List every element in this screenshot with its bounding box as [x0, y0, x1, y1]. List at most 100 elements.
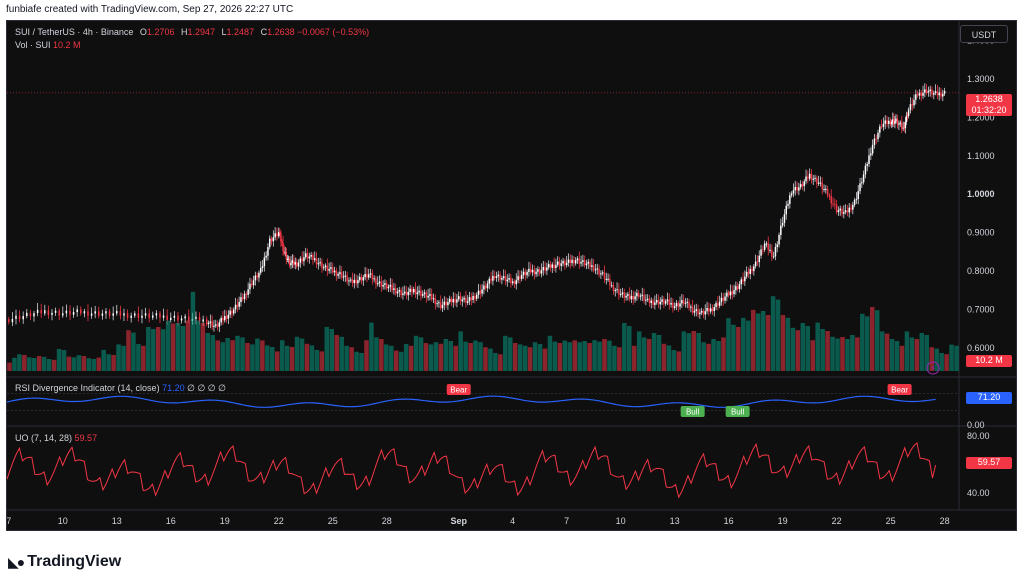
volume-bar: [631, 345, 637, 371]
volume-bar: [517, 344, 523, 371]
candle-body: [654, 302, 656, 305]
candle-body: [284, 252, 286, 254]
candle-body: [587, 261, 590, 264]
volume-bar: [949, 344, 954, 371]
candle-body: [612, 285, 615, 292]
candle-body: [291, 260, 294, 263]
candle-body: [436, 303, 438, 305]
volume-bar: [32, 358, 37, 371]
volume-bar: [845, 339, 850, 371]
volume-bar: [498, 354, 503, 371]
candle-body: [603, 272, 606, 280]
chart-frame[interactable]: 1.40001.30001.20001.10001.00000.90000.80…: [6, 20, 1017, 531]
candle-body: [144, 313, 147, 316]
candle-body: [326, 265, 329, 271]
volume-bar: [155, 327, 161, 371]
candle-body: [47, 310, 50, 315]
candle-body: [825, 188, 827, 190]
candle-body: [173, 315, 176, 318]
volume-bar: [151, 329, 156, 371]
volume-bar: [46, 359, 52, 371]
rsi-signal-badge: [446, 384, 471, 395]
candle-body: [591, 265, 593, 267]
volume-bar: [364, 340, 369, 371]
volume-bar: [170, 323, 176, 371]
candle-body: [337, 274, 339, 276]
candle-body: [276, 233, 278, 237]
volume-bar: [889, 339, 895, 371]
candle-body: [717, 303, 719, 306]
candle-body: [195, 316, 197, 319]
volume-tag: 10.2 M: [966, 355, 1012, 367]
candle-body: [344, 275, 347, 277]
candle-body: [340, 272, 343, 278]
candle-body: [225, 315, 228, 319]
volume-bar: [359, 353, 364, 371]
volume-bar: [205, 333, 211, 371]
candle-body: [522, 271, 525, 275]
candle-body: [330, 267, 332, 269]
volume-bar: [453, 345, 458, 371]
candle-body: [342, 276, 345, 278]
candle-body: [901, 122, 903, 129]
candle-body: [263, 257, 266, 267]
volume-bar: [408, 345, 414, 371]
candle-body: [513, 281, 516, 285]
volume-bar: [289, 347, 295, 371]
candle-body: [249, 283, 251, 290]
rsi-legend: RSI Divergence Indicator (14, close) 71.…: [15, 383, 226, 393]
volume-bar: [86, 358, 92, 371]
candle-body: [472, 295, 474, 300]
candle-body: [580, 261, 582, 264]
candle-body: [515, 280, 518, 285]
candle-body: [396, 291, 399, 294]
candle-body: [655, 299, 658, 303]
candle-body: [293, 260, 295, 265]
candle-body: [44, 310, 46, 314]
candle-body: [331, 267, 334, 273]
volume-bar: [260, 340, 265, 371]
candle-body: [618, 289, 620, 296]
volume-bar: [780, 315, 786, 371]
volume-bar: [389, 345, 394, 371]
candle-body: [571, 259, 573, 264]
candle-body: [814, 177, 816, 179]
volume-bar: [785, 317, 791, 371]
candle-body: [463, 297, 465, 300]
volume-bar: [478, 342, 483, 371]
candle-body: [18, 315, 21, 320]
volume-bar: [329, 329, 335, 371]
candle-body: [441, 304, 444, 309]
chart-canvas[interactable]: 1.40001.30001.20001.10001.00000.90000.80…: [7, 21, 1017, 531]
candle-body: [772, 256, 775, 258]
candle-body: [294, 262, 297, 265]
currency-button[interactable]: USDT: [960, 25, 1008, 43]
candle-body: [933, 92, 935, 95]
candle-body: [414, 289, 417, 295]
candle-body: [556, 261, 559, 265]
candle-body: [466, 301, 469, 303]
candle-body: [267, 247, 269, 256]
price-tick-label: 0.6000: [967, 343, 995, 353]
candle-body: [468, 297, 471, 302]
candle-body: [112, 313, 114, 316]
volume-bar: [865, 316, 870, 371]
candle-body: [911, 104, 913, 106]
volume-bar: [627, 326, 632, 371]
candle-body: [903, 127, 906, 129]
volume-bar: [562, 340, 568, 371]
volume-bar: [433, 342, 439, 371]
candle-body: [520, 274, 523, 279]
candle-body: [718, 301, 721, 306]
candle-body: [258, 272, 260, 278]
candle-body: [418, 290, 420, 293]
volume-bar: [924, 335, 930, 371]
candle-body: [894, 121, 896, 124]
candle-body: [432, 298, 435, 300]
candle-body: [497, 274, 500, 277]
volume-bar: [522, 345, 528, 371]
volume-bar: [61, 350, 67, 371]
candle-body: [826, 188, 829, 196]
volume-bar: [944, 354, 949, 371]
candle-body: [564, 260, 566, 266]
